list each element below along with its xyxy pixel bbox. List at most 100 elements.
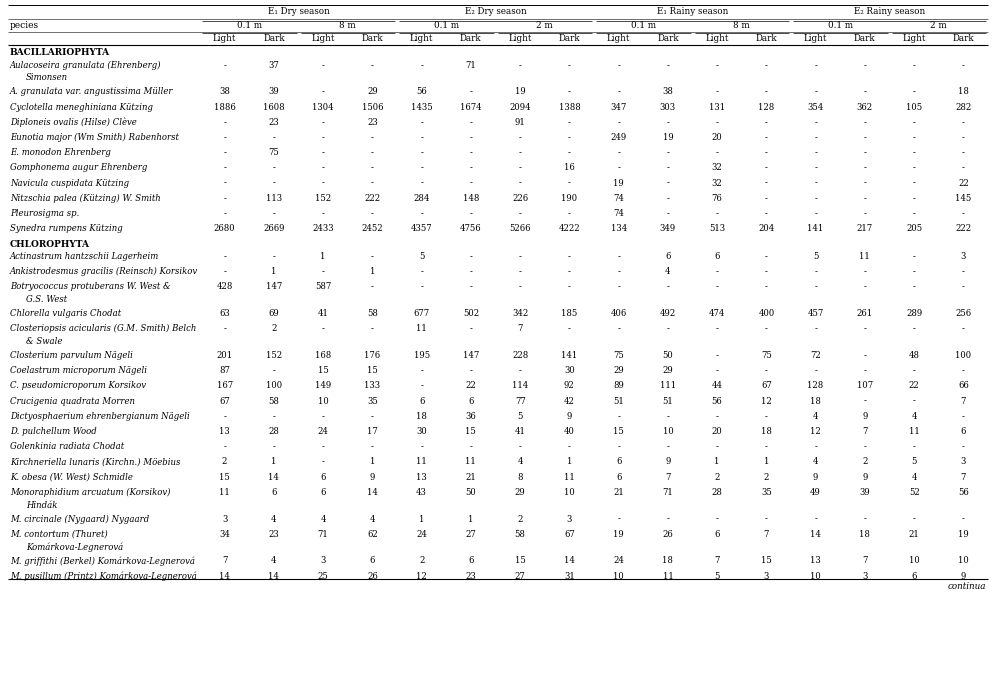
Text: 27: 27 xyxy=(514,572,525,581)
Text: 0.1 m: 0.1 m xyxy=(433,21,458,30)
Text: -: - xyxy=(764,267,767,276)
Text: 3: 3 xyxy=(222,514,227,523)
Text: 226: 226 xyxy=(512,194,528,203)
Text: 38: 38 xyxy=(662,87,673,96)
Text: -: - xyxy=(813,163,816,172)
Text: 12: 12 xyxy=(760,397,771,406)
Text: 77: 77 xyxy=(514,397,525,406)
Text: 18: 18 xyxy=(859,530,870,539)
Text: -: - xyxy=(764,324,767,333)
Text: 2: 2 xyxy=(714,473,719,482)
Text: -: - xyxy=(715,87,718,96)
Text: 222: 222 xyxy=(364,194,380,203)
Text: 5: 5 xyxy=(812,252,817,261)
Text: -: - xyxy=(863,514,866,523)
Text: 3: 3 xyxy=(567,514,572,523)
Text: -: - xyxy=(223,178,226,187)
Text: -: - xyxy=(911,252,914,261)
Text: 11: 11 xyxy=(564,473,575,482)
Text: CHLOROPHYTA: CHLOROPHYTA xyxy=(10,240,89,249)
Text: 2: 2 xyxy=(418,556,423,565)
Text: 5: 5 xyxy=(714,572,719,581)
Text: -: - xyxy=(813,178,816,187)
Text: -: - xyxy=(961,148,964,158)
Text: 58: 58 xyxy=(367,309,378,318)
Text: 5: 5 xyxy=(911,457,915,466)
Text: Dark: Dark xyxy=(558,34,580,43)
Text: -: - xyxy=(863,61,866,70)
Text: -: - xyxy=(419,178,422,187)
Text: 349: 349 xyxy=(659,224,675,233)
Text: -: - xyxy=(469,87,472,96)
Text: 71: 71 xyxy=(317,530,328,539)
Text: 19: 19 xyxy=(662,133,673,142)
Text: 492: 492 xyxy=(659,309,675,318)
Text: -: - xyxy=(911,282,914,291)
Text: -: - xyxy=(715,442,718,451)
Text: 27: 27 xyxy=(465,530,476,539)
Text: -: - xyxy=(911,514,914,523)
Text: 4: 4 xyxy=(517,457,523,466)
Text: -: - xyxy=(419,366,422,375)
Text: 347: 347 xyxy=(610,102,626,112)
Text: 42: 42 xyxy=(564,397,575,406)
Text: -: - xyxy=(518,209,521,218)
Text: -: - xyxy=(616,267,619,276)
Text: -: - xyxy=(469,163,472,172)
Text: 147: 147 xyxy=(462,351,478,360)
Text: -: - xyxy=(961,514,964,523)
Text: -: - xyxy=(568,324,571,333)
Text: 28: 28 xyxy=(711,488,722,497)
Text: -: - xyxy=(469,366,472,375)
Text: -: - xyxy=(666,194,669,203)
Text: -: - xyxy=(813,267,816,276)
Text: -: - xyxy=(715,514,718,523)
Text: -: - xyxy=(469,178,472,187)
Text: -: - xyxy=(469,267,472,276)
Text: -: - xyxy=(764,178,767,187)
Text: -: - xyxy=(764,209,767,218)
Text: 10: 10 xyxy=(908,556,918,565)
Text: 11: 11 xyxy=(908,427,918,436)
Text: 6: 6 xyxy=(714,252,719,261)
Text: -: - xyxy=(371,178,374,187)
Text: 62: 62 xyxy=(367,530,378,539)
Text: 14: 14 xyxy=(219,572,230,581)
Text: 133: 133 xyxy=(364,381,380,390)
Text: -: - xyxy=(666,163,669,172)
Text: 29: 29 xyxy=(612,366,623,375)
Text: -: - xyxy=(321,163,324,172)
Text: -: - xyxy=(715,412,718,421)
Text: -: - xyxy=(321,178,324,187)
Text: -: - xyxy=(321,61,324,70)
Text: -: - xyxy=(616,163,619,172)
Text: 10: 10 xyxy=(957,556,968,565)
Text: -: - xyxy=(568,148,571,158)
Text: -: - xyxy=(666,442,669,451)
Text: -: - xyxy=(715,209,718,218)
Text: 19: 19 xyxy=(612,530,623,539)
Text: -: - xyxy=(321,148,324,158)
Text: Kirchneriella lunaris (Kirchn.) Möebius: Kirchneriella lunaris (Kirchn.) Möebius xyxy=(10,457,180,466)
Text: 56: 56 xyxy=(957,488,968,497)
Text: -: - xyxy=(469,133,472,142)
Text: Aulacoseira granulata (Ehrenberg): Aulacoseira granulata (Ehrenberg) xyxy=(10,61,161,70)
Text: 19: 19 xyxy=(612,178,623,187)
Text: 87: 87 xyxy=(219,366,230,375)
Text: 37: 37 xyxy=(268,61,279,70)
Text: -: - xyxy=(223,148,226,158)
Text: -: - xyxy=(666,61,669,70)
Text: -: - xyxy=(911,163,914,172)
Text: 145: 145 xyxy=(954,194,970,203)
Text: Cyclotella meneghiniana Kützing: Cyclotella meneghiniana Kützing xyxy=(10,102,153,112)
Text: 168: 168 xyxy=(315,351,331,360)
Text: -: - xyxy=(813,442,816,451)
Text: 6: 6 xyxy=(714,530,719,539)
Text: 29: 29 xyxy=(514,488,525,497)
Text: Light: Light xyxy=(902,34,924,43)
Text: 5: 5 xyxy=(418,252,423,261)
Text: 91: 91 xyxy=(514,118,525,127)
Text: 4357: 4357 xyxy=(411,224,432,233)
Text: 502: 502 xyxy=(462,309,478,318)
Text: 52: 52 xyxy=(908,488,918,497)
